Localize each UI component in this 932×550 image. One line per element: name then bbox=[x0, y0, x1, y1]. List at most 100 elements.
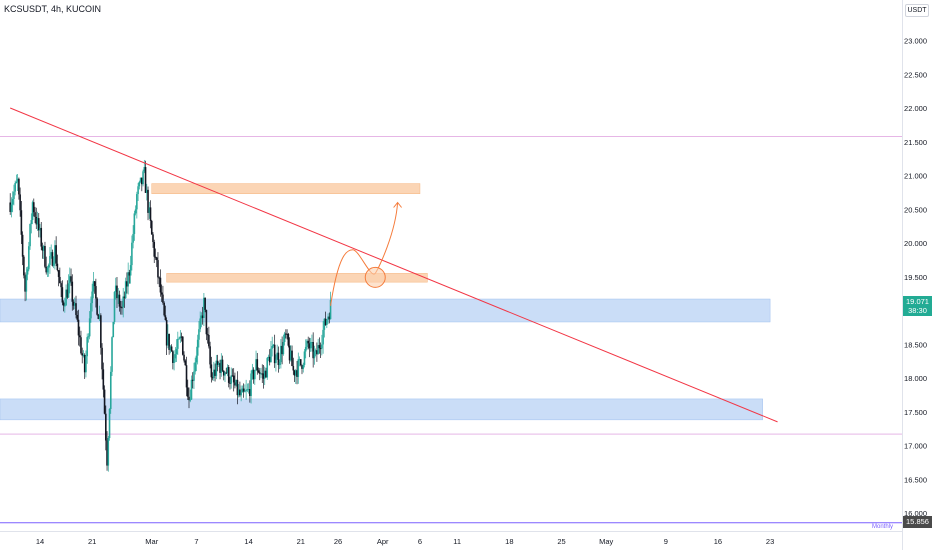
candle-body bbox=[292, 366, 295, 371]
candle-body bbox=[123, 296, 126, 299]
candle-body bbox=[37, 218, 40, 231]
candle-body bbox=[109, 371, 112, 409]
candle-body bbox=[173, 358, 175, 363]
candle-body bbox=[150, 220, 153, 235]
candle-body bbox=[141, 177, 143, 185]
candle-body bbox=[149, 207, 152, 221]
candle-body bbox=[250, 373, 252, 397]
candle-body bbox=[116, 285, 118, 299]
candle-body bbox=[221, 359, 224, 371]
y-tick-label: 22.000 bbox=[904, 104, 927, 113]
candle-body bbox=[267, 356, 270, 359]
candle-body bbox=[222, 370, 225, 376]
candle-body bbox=[188, 396, 190, 401]
candle-body bbox=[76, 314, 79, 320]
candle-body bbox=[294, 370, 297, 376]
candle-body bbox=[303, 351, 306, 365]
candle-body bbox=[98, 315, 101, 320]
x-tick-label: 7 bbox=[194, 537, 198, 546]
candle-body bbox=[14, 183, 16, 192]
candle-body bbox=[147, 189, 149, 213]
candle-body bbox=[119, 306, 122, 308]
candle-body bbox=[77, 319, 80, 336]
candle-body bbox=[299, 359, 302, 366]
candle-body bbox=[62, 302, 65, 306]
candle-body bbox=[113, 291, 116, 322]
candle-body bbox=[169, 346, 172, 350]
projection-path[interactable] bbox=[330, 202, 399, 306]
candle-body bbox=[307, 340, 309, 344]
candle-body bbox=[45, 266, 48, 273]
candle-body bbox=[168, 333, 170, 350]
candle-body bbox=[107, 438, 110, 466]
currency-button[interactable]: USDT bbox=[905, 4, 929, 17]
candle-body bbox=[60, 283, 62, 288]
candle-body bbox=[302, 364, 305, 369]
candle-body bbox=[237, 389, 240, 396]
candle-body bbox=[88, 318, 91, 337]
candle-body bbox=[262, 373, 265, 379]
monthly-caption: Monthly bbox=[872, 524, 894, 530]
candle-body bbox=[9, 202, 11, 212]
candle-body bbox=[281, 345, 283, 355]
candle-body bbox=[234, 382, 236, 386]
candle-body bbox=[11, 198, 14, 205]
candle-body bbox=[97, 314, 100, 320]
candle-body bbox=[101, 347, 103, 370]
x-tick-label: Mar bbox=[145, 537, 158, 546]
candle-body bbox=[277, 352, 280, 366]
candle-body bbox=[133, 213, 136, 234]
symbol-title[interactable]: KCSUSDT, 4h, KUCOIN bbox=[4, 4, 102, 14]
candle-body bbox=[96, 298, 98, 315]
support-zone-2[interactable] bbox=[0, 398, 763, 421]
candle-body bbox=[170, 346, 173, 352]
x-tick-label: 16 bbox=[714, 537, 722, 546]
candle-body bbox=[316, 350, 318, 355]
candle-body bbox=[205, 309, 208, 335]
candle-body bbox=[31, 202, 34, 221]
candle-body bbox=[51, 252, 54, 266]
candle-body bbox=[91, 291, 93, 304]
candle-body bbox=[35, 216, 38, 225]
x-tick-label: 18 bbox=[505, 537, 513, 546]
candle-body bbox=[44, 245, 46, 267]
candle-body bbox=[211, 377, 214, 379]
candle-body bbox=[25, 274, 28, 292]
retest-circle[interactable] bbox=[364, 266, 386, 288]
candle-body bbox=[80, 337, 82, 354]
candle-body bbox=[321, 344, 323, 349]
target-zone-1[interactable] bbox=[151, 183, 421, 194]
candle-body bbox=[183, 354, 185, 361]
candle-body bbox=[258, 372, 261, 374]
x-tick-label: 25 bbox=[557, 537, 565, 546]
candle-body bbox=[194, 362, 197, 372]
candle-body bbox=[148, 207, 151, 213]
candle-body bbox=[179, 336, 182, 339]
candle-body bbox=[24, 275, 26, 292]
candle-body bbox=[29, 224, 31, 247]
support-zone-1[interactable] bbox=[0, 298, 771, 323]
descending-trendline[interactable] bbox=[10, 107, 778, 423]
candle-body bbox=[298, 359, 301, 361]
candle-body bbox=[283, 333, 286, 343]
candle-body bbox=[291, 350, 293, 367]
candle-body bbox=[241, 388, 244, 393]
candle-body bbox=[265, 370, 267, 378]
candle-body bbox=[136, 194, 138, 210]
candle-body bbox=[129, 265, 132, 276]
target-zone-2[interactable] bbox=[166, 273, 428, 283]
candle-body bbox=[206, 334, 209, 336]
candle-body bbox=[54, 245, 56, 263]
candle-body bbox=[189, 399, 192, 401]
candle-body bbox=[127, 272, 129, 287]
candle-body bbox=[230, 375, 233, 384]
candle-body bbox=[225, 372, 228, 374]
candle-body bbox=[276, 352, 278, 360]
candle-body bbox=[247, 389, 250, 391]
candle-body bbox=[209, 346, 211, 365]
candle-body bbox=[175, 348, 178, 355]
candle-body bbox=[185, 365, 188, 388]
candle-body bbox=[15, 181, 18, 184]
